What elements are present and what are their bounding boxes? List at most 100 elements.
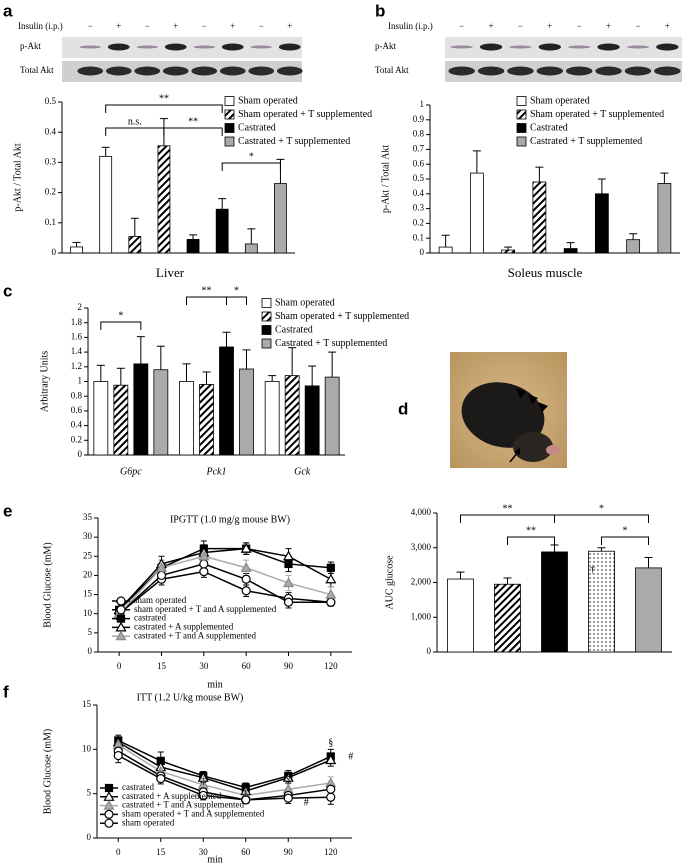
x-tick-label: 15 — [156, 847, 166, 857]
y-tick-label: 0.9 — [413, 114, 425, 124]
legend-label: sham operated — [134, 595, 187, 605]
legend-swatch — [516, 136, 527, 147]
legend-swatch — [224, 109, 235, 120]
lane-sign: − — [88, 21, 93, 31]
legend-marker — [104, 818, 114, 828]
x-tick-label: 120 — [324, 847, 338, 857]
lane-sign: + — [287, 21, 292, 31]
blot-band — [597, 43, 620, 51]
lane-sign: − — [202, 21, 207, 31]
blot-band — [477, 66, 505, 76]
blot-band — [77, 66, 104, 76]
y-tick-label: 20 — [83, 569, 93, 579]
bar — [588, 550, 615, 653]
blot-row-label: p-Akt — [375, 41, 396, 51]
annotation: # — [348, 751, 353, 762]
y-axis-label: p-Akt / Total Akt — [380, 145, 391, 214]
bar — [626, 239, 641, 254]
legend-swatch — [261, 338, 272, 349]
y-tick-label: 0.6 — [413, 158, 425, 168]
data-point — [198, 550, 210, 561]
data-point — [282, 550, 295, 561]
legend-label: sham operated + T and A supplemented — [122, 808, 265, 818]
legend-label: Sham operated — [238, 95, 298, 106]
series-line — [117, 754, 331, 801]
data-point — [241, 795, 251, 805]
y-axis-label: Blood Glucose (mM) — [42, 729, 53, 815]
significance-label: * — [623, 525, 628, 536]
y-tick-label: 0 — [420, 247, 425, 257]
bar — [501, 249, 516, 254]
bar — [657, 183, 672, 254]
blot-band — [654, 66, 681, 76]
y-tick-label: 0.4 — [71, 420, 83, 430]
legend-marker — [116, 614, 126, 623]
blot-band — [250, 45, 273, 49]
y-tick-label: 0.5 — [45, 96, 57, 106]
blot-row-label: Total Akt — [20, 65, 54, 75]
significance-label: ** — [159, 93, 169, 104]
x-tick-label: 0 — [116, 847, 121, 857]
y-tick-label: 0.3 — [413, 203, 425, 213]
annotation: § — [328, 737, 333, 748]
blot-band — [479, 43, 503, 51]
y-tick-label: 0 — [87, 832, 92, 842]
panel-label: c — [3, 281, 12, 300]
blot-band — [276, 66, 303, 76]
x-tick-label: 120 — [324, 661, 338, 671]
y-tick-label: 0.2 — [71, 434, 82, 444]
bar — [219, 346, 234, 456]
y-tick-label: 0.5 — [413, 173, 425, 183]
blot-band — [656, 43, 679, 51]
significance-bracket — [163, 127, 223, 136]
y-tick-label: 0 — [88, 646, 93, 656]
legend-swatch — [261, 298, 272, 308]
legend-label: Castrated — [275, 324, 313, 335]
panel-label: d — [398, 399, 408, 418]
y-tick-label: 1.4 — [71, 346, 83, 356]
x-tick-label: 90 — [284, 661, 294, 671]
annotation: ‡ — [243, 787, 248, 798]
x-tick-label: 15 — [157, 661, 167, 671]
bar — [594, 193, 609, 254]
lane-sign: − — [145, 21, 150, 31]
data-point — [325, 754, 337, 765]
blot-band — [448, 66, 475, 76]
bar — [304, 385, 320, 456]
lane-sign: + — [230, 21, 235, 31]
y-tick-label: 10 — [83, 608, 93, 618]
bar — [447, 578, 474, 653]
annotation: † — [590, 564, 595, 575]
x-tick-label: Pck1 — [206, 466, 227, 477]
legend-label: Sham operated + T supplemented — [530, 109, 664, 120]
legend-label: castrated + A supplemented — [134, 621, 234, 631]
bar — [70, 246, 83, 254]
legend-swatch — [516, 96, 527, 106]
y-tick-label: 15 — [83, 589, 93, 599]
legend-label: Sham operated + T supplemented — [238, 109, 372, 120]
y-tick-label: 0.1 — [45, 217, 56, 227]
blot-band — [536, 66, 564, 76]
x-tick-label: 60 — [241, 847, 251, 857]
data-point — [156, 773, 166, 784]
y-tick-label: 0.8 — [71, 390, 83, 400]
y-tick-label: 4,000 — [411, 507, 432, 517]
bar — [186, 239, 200, 254]
data-point — [241, 574, 251, 584]
legend-label: sham operated — [122, 817, 175, 827]
data-point — [240, 562, 252, 572]
legend-marker — [115, 630, 127, 641]
lane-sign: − — [518, 21, 523, 31]
blot-band — [162, 66, 189, 76]
y-tick-label: 3,000 — [411, 542, 432, 552]
bar — [133, 363, 149, 456]
blot-band — [193, 45, 216, 49]
y-tick-label: 1,000 — [411, 611, 432, 621]
significance-label: * — [118, 310, 123, 321]
data-point — [326, 597, 336, 607]
legend-label: Castrated + T supplemented — [275, 338, 387, 349]
panel-label: f — [3, 682, 9, 701]
significance-label: * — [249, 151, 254, 162]
y-tick-label: 1.8 — [71, 317, 83, 327]
blot-band — [278, 43, 301, 51]
